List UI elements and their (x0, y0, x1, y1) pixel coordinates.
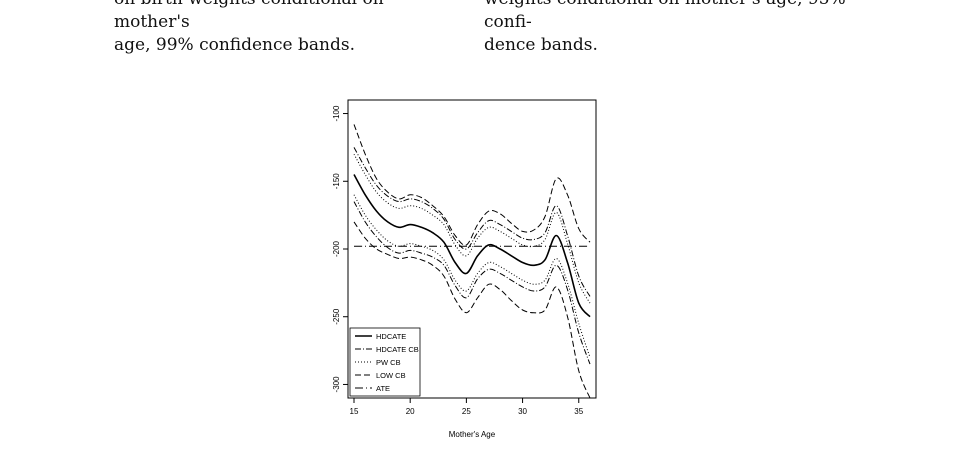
legend-label: PW CB (376, 358, 401, 367)
series-hdcate-line (353, 174, 591, 318)
caption-left-line-1: on birth weights conditional on mother's (114, 0, 384, 32)
legend-label: HDCATE CB (376, 345, 419, 354)
x-axis-label: Mother's Age (449, 430, 496, 439)
x-tick-label: 20 (406, 407, 415, 416)
x-tick-label: 35 (574, 407, 583, 416)
series-pw-cb-upper-line (353, 153, 591, 304)
caption-left: on birth weights conditional on mother's… (114, 0, 414, 57)
x-tick-label: 25 (462, 407, 471, 416)
series-hdcate-cb-upper-line (353, 147, 591, 297)
series-pw-cb-lower-line (353, 194, 591, 358)
caption-right-line-2: dence bands. (484, 35, 598, 55)
legend-label: LOW CB (376, 371, 406, 380)
hdcate-chart: 15 20 25 30 35 -100 -150 -200 -250 -300 HDCATE HDCA… (332, 99, 597, 439)
x-tick-label: 15 (350, 407, 359, 416)
y-tick-label: -200 (332, 240, 341, 257)
caption-right-line-1: weights conditional on mother's age, 95%… (484, 0, 846, 32)
legend-label: ATE (376, 384, 390, 393)
y-tick-label: -250 (332, 308, 341, 325)
legend-label: HDCATE (376, 332, 406, 341)
series-hdcate-cb-lower-line (353, 201, 591, 365)
y-tick-label: -300 (332, 376, 341, 393)
series-low-cb-lower-line (353, 221, 591, 398)
x-tick-label: 30 (518, 407, 527, 416)
y-tick-label: -150 (332, 173, 341, 190)
caption-right: weights conditional on mother's age, 95%… (484, 0, 864, 57)
series-low-cb-upper-line (353, 124, 591, 246)
caption-left-line-2: age, 99% confidence bands. (114, 35, 355, 55)
y-tick-label: -100 (332, 105, 341, 122)
